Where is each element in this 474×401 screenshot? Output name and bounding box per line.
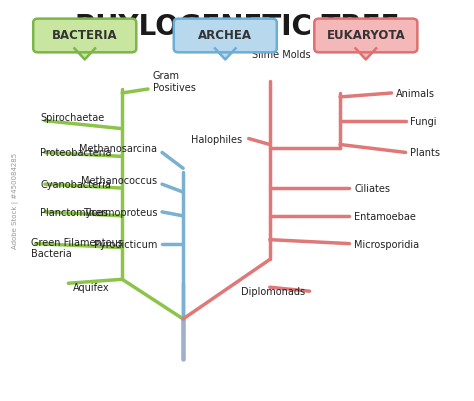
- Text: Thermoproteus: Thermoproteus: [83, 207, 157, 217]
- Text: Cyanobacteria: Cyanobacteria: [40, 180, 111, 190]
- Text: Halophiles: Halophiles: [191, 134, 242, 144]
- Text: ARCHEA: ARCHEA: [198, 29, 252, 42]
- Text: Planctomyces: Planctomyces: [40, 207, 108, 217]
- Text: Aquifex: Aquifex: [73, 283, 109, 292]
- Text: Diplomonads: Diplomonads: [241, 286, 305, 296]
- Text: Fungi: Fungi: [410, 116, 437, 126]
- FancyBboxPatch shape: [314, 20, 417, 53]
- Text: PHYLOGENETIC TREE: PHYLOGENETIC TREE: [75, 13, 399, 41]
- Text: Plants: Plants: [410, 148, 440, 158]
- Text: Adobe Stock | #450084285: Adobe Stock | #450084285: [12, 152, 19, 249]
- Text: BACTERIA: BACTERIA: [52, 29, 118, 42]
- Polygon shape: [215, 49, 236, 60]
- Polygon shape: [74, 49, 95, 60]
- Text: Ciliates: Ciliates: [354, 184, 390, 194]
- Text: Pyrodicticum: Pyrodicticum: [94, 239, 157, 249]
- FancyBboxPatch shape: [33, 20, 137, 53]
- Text: Slime Molds: Slime Molds: [252, 50, 311, 60]
- Text: Green Filamentous
Bacteria: Green Filamentous Bacteria: [31, 237, 123, 259]
- Text: Entamoebae: Entamoebae: [354, 211, 416, 221]
- Text: Animals: Animals: [396, 89, 435, 99]
- Text: Gram
Positives: Gram Positives: [153, 71, 196, 93]
- FancyBboxPatch shape: [174, 20, 277, 53]
- Text: EUKARYOTA: EUKARYOTA: [327, 29, 405, 42]
- Text: Spirochaetae: Spirochaetae: [40, 112, 104, 122]
- Polygon shape: [356, 49, 376, 60]
- Text: Proteobacteria: Proteobacteria: [40, 148, 112, 158]
- Text: Microsporidia: Microsporidia: [354, 239, 419, 249]
- Text: Methanosarcina: Methanosarcina: [79, 144, 157, 154]
- Text: Methanococcus: Methanococcus: [81, 176, 157, 186]
